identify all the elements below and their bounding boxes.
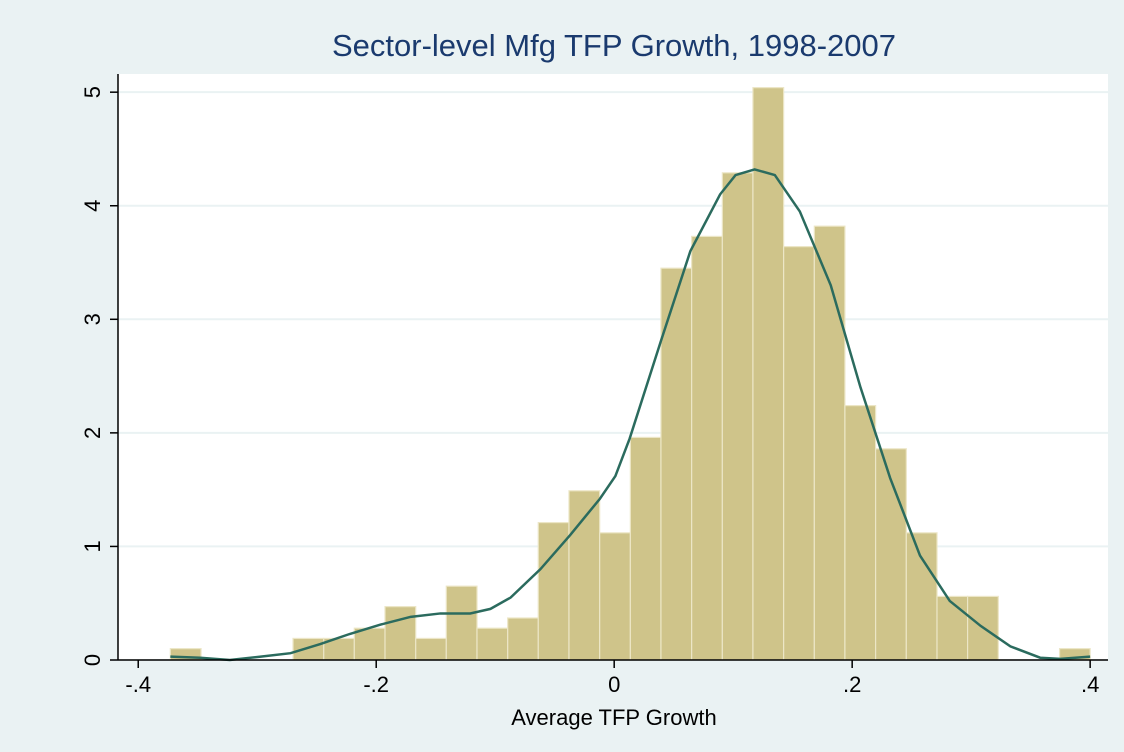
bar	[629, 436, 662, 661]
y-tick-label: 4	[80, 200, 105, 212]
bar	[721, 172, 754, 661]
y-tick-label: 0	[80, 654, 105, 666]
bar	[875, 448, 907, 661]
x-tick-label: 0	[608, 672, 620, 697]
bar	[445, 585, 478, 661]
x-tick-label: -.2	[363, 672, 389, 697]
y-tick-label: 3	[80, 313, 105, 325]
x-tick-label: .2	[843, 672, 861, 697]
bar	[813, 225, 846, 661]
bar	[599, 532, 631, 661]
bar	[353, 627, 386, 661]
x-tick-label: -.4	[125, 672, 151, 697]
bar	[384, 606, 417, 661]
bar	[936, 595, 969, 661]
bar	[537, 521, 570, 661]
bar	[507, 617, 539, 661]
bar	[844, 405, 877, 661]
y-tick-label: 2	[80, 427, 105, 439]
bar	[752, 87, 785, 661]
bar	[783, 246, 815, 661]
bar	[476, 627, 509, 661]
bar	[292, 637, 325, 661]
density-curve	[170, 168, 1091, 662]
bar	[691, 235, 723, 661]
x-axis-label: Average TFP Growth	[511, 705, 716, 730]
bar	[905, 532, 938, 661]
chart-title: Sector-level Mfg TFP Growth, 1998-2007	[332, 28, 896, 63]
y-tick-label: 5	[80, 86, 105, 98]
bar	[415, 637, 447, 661]
y-tick-label: 1	[80, 540, 105, 552]
x-tick-label: .4	[1081, 672, 1099, 697]
